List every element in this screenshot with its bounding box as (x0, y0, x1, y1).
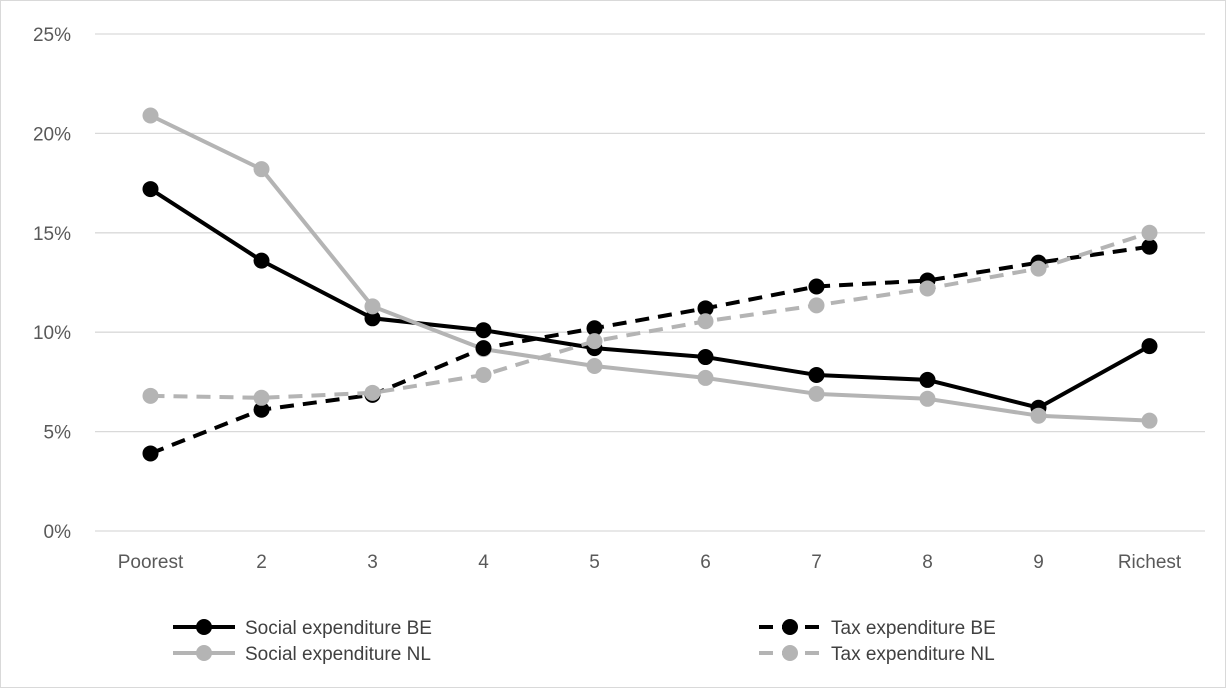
data-point (697, 300, 714, 317)
data-point (475, 340, 492, 357)
legend-item-social-expenditure-nl: Social expenditure NL (173, 644, 431, 665)
x-tick-label: 5 (589, 552, 600, 573)
y-tick-label: 0% (44, 522, 72, 543)
legend-item-social-expenditure-be: Social expenditure BE (173, 618, 432, 639)
x-tick-label: 2 (256, 552, 267, 573)
data-point (808, 385, 825, 402)
legend-label: Tax expenditure NL (831, 644, 995, 665)
x-tick-label: Richest (1118, 552, 1182, 573)
series-tax-expenditure-nl (142, 224, 1158, 406)
data-point (808, 297, 825, 314)
data-point (1141, 412, 1158, 429)
data-point (475, 322, 492, 339)
y-tick-label: 20% (33, 124, 71, 145)
data-point (808, 278, 825, 295)
data-point (1030, 260, 1047, 277)
x-tick-label: 8 (922, 552, 933, 573)
legend-marker (196, 645, 212, 661)
data-point (253, 389, 270, 406)
data-point (586, 333, 603, 350)
data-point (919, 390, 936, 407)
series-line (149, 187, 1151, 410)
series-line (149, 244, 1150, 456)
x-tick-label: 6 (700, 552, 711, 573)
y-tick-label: 25% (33, 25, 71, 46)
data-point (1141, 238, 1158, 255)
data-point (919, 280, 936, 297)
data-point (142, 107, 159, 124)
data-point (142, 445, 159, 462)
series-lines (142, 107, 1158, 462)
data-point (364, 298, 381, 315)
series-social-expenditure-be (142, 181, 1158, 416)
data-point (586, 320, 603, 337)
data-point (364, 310, 381, 327)
legend-marker (196, 619, 212, 635)
x-tick-label: 3 (367, 552, 378, 573)
data-point (586, 357, 603, 374)
data-point (364, 384, 381, 401)
data-point (697, 349, 714, 366)
legend-item-tax-expenditure-nl: Tax expenditure NL (759, 644, 995, 665)
legend-marker (782, 619, 798, 635)
series-line (150, 230, 1151, 400)
data-point (253, 161, 270, 178)
data-point (1141, 224, 1158, 241)
data-point (697, 369, 714, 386)
x-tick-label: Poorest (118, 552, 184, 573)
series-tax-expenditure-be (142, 238, 1158, 462)
data-point (475, 366, 492, 383)
y-axis-tick-labels: 0% 5% 10% 15% 20% 25% (33, 25, 71, 543)
gridlines (95, 33, 1205, 532)
data-point (697, 313, 714, 330)
legend: Social expenditure BE Social expenditure … (173, 618, 996, 665)
y-tick-label: 15% (33, 224, 71, 245)
data-point (919, 371, 936, 388)
x-tick-label: 4 (478, 552, 489, 573)
x-tick-label: 7 (811, 552, 822, 573)
data-point (1141, 338, 1158, 355)
data-point (142, 387, 159, 404)
legend-label: Social expenditure BE (245, 618, 432, 639)
x-tick-label: 9 (1033, 552, 1044, 573)
data-point (1030, 407, 1047, 424)
data-point (253, 401, 270, 418)
legend-marker (782, 645, 798, 661)
legend-item-tax-expenditure-be: Tax expenditure BE (759, 618, 996, 639)
series-line (149, 113, 1150, 423)
legend-label: Tax expenditure BE (831, 618, 996, 639)
y-tick-label: 5% (44, 423, 72, 444)
data-point (253, 252, 270, 269)
data-point (808, 366, 825, 383)
x-axis-tick-labels: Poorest 2 3 4 5 6 7 8 9 Richest (118, 552, 1182, 573)
y-tick-label: 10% (33, 323, 71, 344)
data-point (142, 181, 159, 198)
legend-label: Social expenditure NL (245, 644, 431, 665)
